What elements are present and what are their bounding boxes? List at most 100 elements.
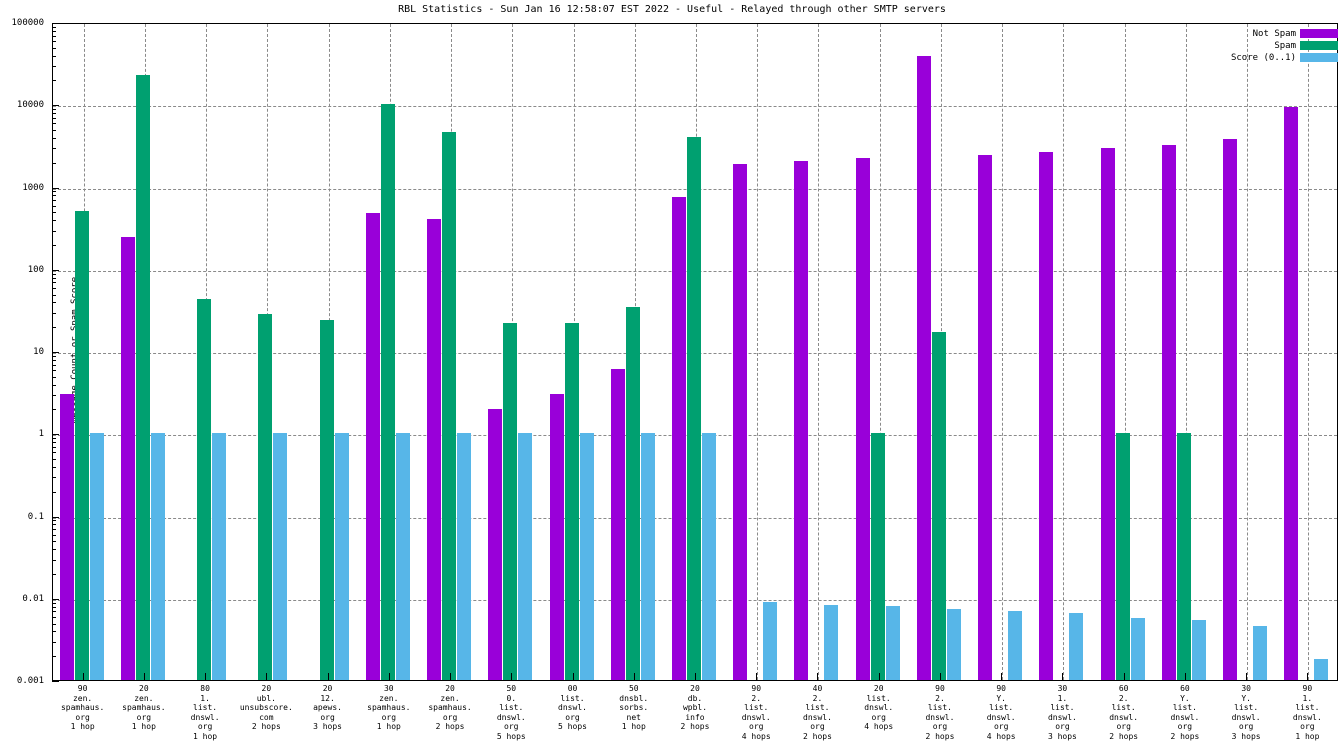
gridline-vertical [1308,24,1310,680]
y-axis-minor-tick [52,452,56,454]
y-axis-minor-tick [52,195,56,197]
y-axis-minor-tick [52,123,56,125]
y-axis-minor-tick [52,611,56,613]
bar-not-spam [610,369,625,680]
bar-not-spam [855,158,870,680]
x-axis-tick [572,673,574,681]
y-axis-minor-tick [52,623,56,625]
y-axis-tick-label: 0.001 [16,676,44,686]
bar-score [640,433,655,680]
y-axis-minor-tick [52,137,56,139]
x-axis-tick-label: 50 0. list. dnswl. org 5 hops [496,684,526,741]
y-axis-minor-tick [52,559,56,561]
y-axis-minor-tick [52,491,56,493]
x-axis-tick-label: 20 zen. spamhaus. org 1 hop [122,684,166,731]
y-axis-minor-tick [52,26,56,28]
x-axis-tick-label: 20 ubl. unsubscore. com 2 hops [239,684,293,731]
x-axis-tick-label: 20 12. apews. org 3 hops [313,684,342,731]
y-axis-tick [52,187,59,189]
y-axis-minor-tick [52,282,56,284]
y-axis-minor-tick [52,355,56,357]
bar-score [212,433,227,680]
x-axis-tick [695,673,696,681]
x-axis-tick [1307,673,1309,681]
gridline-vertical [1124,24,1126,680]
y-axis-tick-label: 1 [38,429,44,440]
gridline-vertical [757,24,759,680]
y-axis-minor-tick [52,656,56,658]
x-axis-tick [878,673,880,681]
y-axis-minor-tick [52,616,56,618]
x-axis-tick-label: 90 2. list. dnswl. org 2 hops [925,684,955,741]
y-axis-tick [52,352,59,353]
y-axis-minor-tick [52,55,56,57]
y-axis-minor-tick [52,41,56,43]
y-axis-minor-tick [52,384,56,386]
y-axis-minor-tick [52,524,56,526]
y-axis-minor-tick [52,312,56,314]
gridline-horizontal [53,106,1337,108]
y-axis-tick-label: 10 [33,347,44,357]
y-axis-tick-label: 0.01 [22,593,44,604]
gridline-vertical [1002,24,1004,680]
y-axis-tick-label: 100 [27,264,44,275]
legend-item-label: Score (0..1) [1230,52,1296,63]
bar-score [1253,625,1268,680]
y-axis-minor-tick [52,359,56,361]
y-axis-minor-tick [52,244,56,246]
y-axis-minor-tick [52,191,56,193]
y-axis-minor-tick [52,549,56,551]
legend-color-swatch [1300,29,1338,38]
bar-not-spam [1284,106,1299,680]
bar-score [273,433,288,680]
gridline-vertical [818,24,820,680]
bar-score [1130,617,1145,680]
x-axis-tick-label: 90 2. list. dnswl. org 4 hops [741,684,771,741]
legend-item: Score (0..1) [1231,52,1338,63]
x-axis-tick [450,673,452,681]
bar-not-spam [978,154,993,680]
gridline-vertical [1185,24,1187,680]
bar-score [946,609,961,680]
bar-spam [931,332,946,680]
y-axis-minor-tick [52,230,56,232]
y-axis-tick [52,598,59,600]
bar-spam [380,104,395,680]
legend-item: Not Spam [1231,28,1338,39]
y-axis-minor-tick [52,520,56,522]
x-axis-tick [82,673,84,681]
bar-spam [319,319,334,680]
bar-spam [74,211,89,680]
bar-spam [1176,433,1191,680]
y-axis-minor-tick [52,205,56,207]
x-axis-tick [1123,673,1125,681]
x-axis-tick [939,673,941,681]
x-axis-tick-label: 40 2. list. dnswl. org 2 hops [803,684,832,741]
bar-score [395,433,410,680]
bar-not-spam [59,394,74,680]
y-axis-minor-tick [52,364,56,366]
x-axis-tick [327,673,329,681]
x-axis-tick [388,673,390,681]
y-axis-minor-tick [52,47,56,49]
bar-score [885,605,900,680]
bar-score [579,433,594,680]
y-axis-minor-tick [52,631,56,633]
plot-area [52,23,1338,681]
y-axis-minor-tick [52,466,56,468]
legend-item: Spam [1231,40,1338,51]
gridline-vertical [879,24,881,680]
y-axis-tick [52,434,59,436]
y-axis-tick-label: 10000 [16,100,44,111]
bar-score [824,604,839,680]
bar-not-spam [794,160,809,680]
bar-not-spam [1161,144,1176,680]
x-axis-tick-label: 20 list. dnswl. org 4 hops [864,684,894,731]
bar-score [1069,613,1084,680]
y-axis-minor-tick [52,573,56,575]
y-axis-minor-tick [52,641,56,643]
x-axis-tick-label: 30 Y. list. dnswl. org 3 hops [1231,684,1261,741]
bar-spam [625,307,640,680]
gridline-vertical [1063,24,1065,680]
